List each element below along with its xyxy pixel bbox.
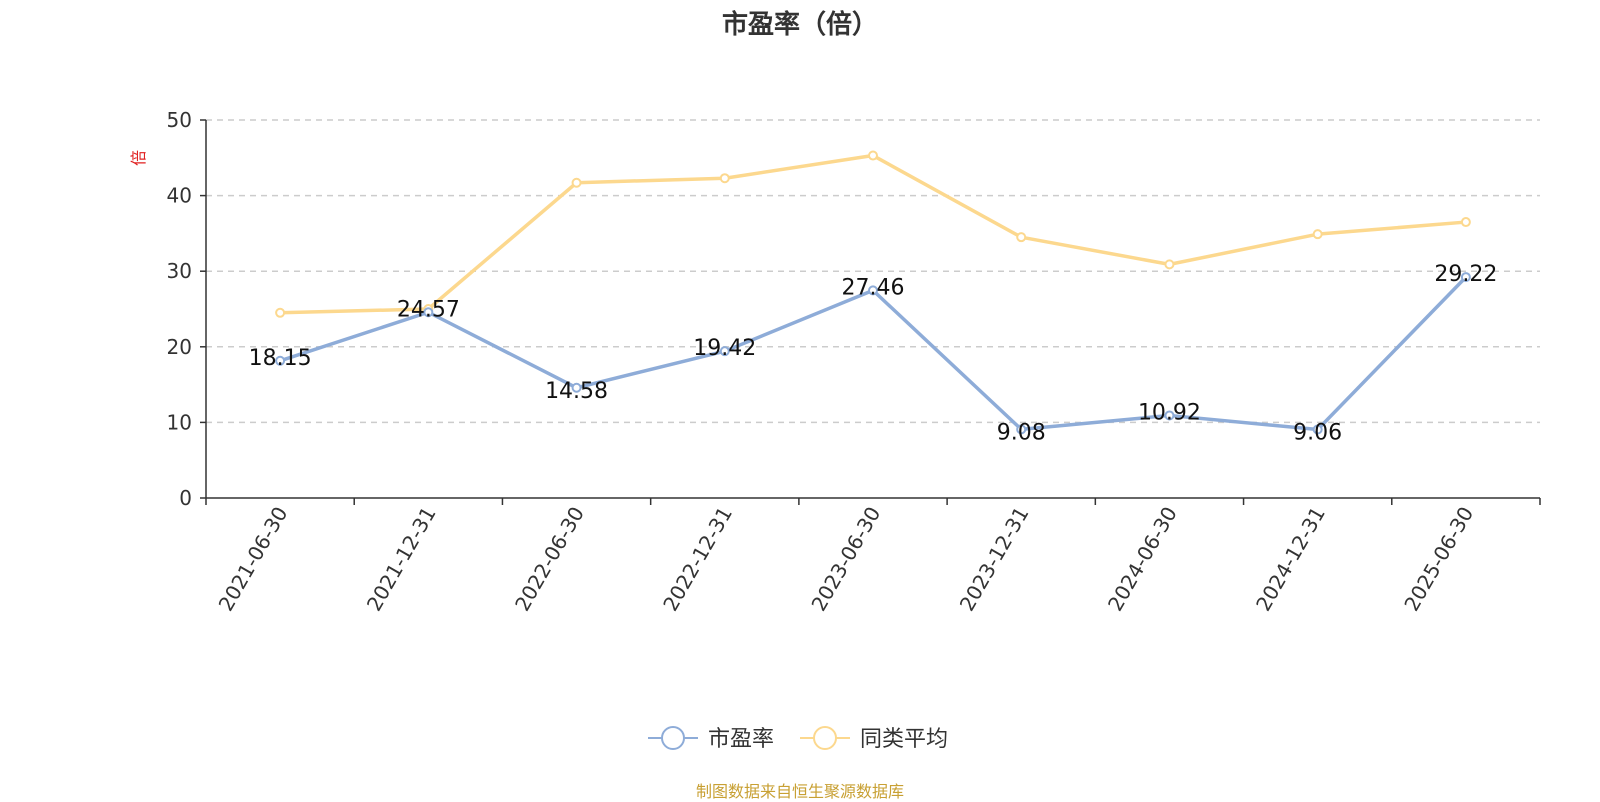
- legend: 市盈率 同类平均: [648, 726, 948, 752]
- data-point: [868, 285, 878, 296]
- data-label: 29.22: [1434, 262, 1497, 287]
- legend-label: 市盈率: [708, 727, 774, 752]
- x-tick-labels: 2021-06-30 2021-12-31 2022-06-30 2022-12-31…: [214, 503, 1479, 616]
- axes: [200, 119, 1541, 505]
- data-label: 27.46: [842, 275, 905, 300]
- x-tick-label: 2021-12-31: [362, 503, 441, 616]
- y-tick-labels: 0 10 20 30 40 50: [167, 108, 192, 510]
- x-tick-label: 2021-06-30: [214, 503, 293, 616]
- data-point: [1016, 232, 1027, 243]
- data-point: [719, 346, 730, 357]
- data-point: [423, 307, 434, 318]
- data-point: [1460, 272, 1471, 283]
- y-tick-label: 0: [179, 486, 192, 510]
- x-tick-label: 2022-12-31: [658, 503, 737, 616]
- legend-marker: [813, 726, 837, 750]
- legend-label: 同类平均: [860, 727, 948, 752]
- data-label: 19.42: [693, 336, 756, 361]
- data-point: [1164, 410, 1175, 421]
- data-point: [275, 307, 286, 318]
- x-tick-label: 2023-06-30: [806, 503, 885, 616]
- y-tick-label: 30: [167, 259, 192, 283]
- data-point: [1312, 229, 1323, 240]
- x-tick-label: 2022-06-30: [510, 503, 589, 616]
- series-group: [275, 150, 1471, 435]
- data-point: [571, 382, 582, 393]
- chart-title: 市盈率（倍）: [721, 10, 878, 40]
- data-label: 24.57: [397, 297, 460, 322]
- data-point: [1312, 424, 1323, 435]
- data-label: 9.06: [1293, 421, 1342, 446]
- data-point: [1164, 259, 1175, 270]
- data-point: [719, 173, 730, 184]
- y-axis-label: 倍: [129, 150, 148, 166]
- x-tick-label: 2024-06-30: [1103, 503, 1182, 616]
- y-tick-label: 20: [167, 335, 192, 359]
- data-labels: 18.15 24.57 14.58 19.42 27.46 9.08 10.92 9.06 29…: [249, 262, 1498, 445]
- y-tick-label: 10: [167, 410, 192, 434]
- data-point: [1016, 424, 1027, 435]
- legend-marker: [661, 726, 685, 750]
- data-label: 10.92: [1138, 400, 1201, 425]
- grid-lines: [206, 119, 1540, 424]
- data-source-note: 制图数据来自恒生聚源数据库: [695, 782, 904, 801]
- y-tick-label: 40: [167, 184, 192, 208]
- data-point: [275, 355, 286, 366]
- data-label: 14.58: [545, 379, 608, 404]
- data-point: [571, 177, 582, 188]
- y-tick-label: 50: [167, 108, 192, 132]
- x-tick-label: 2023-12-31: [955, 503, 1034, 616]
- data-label: 9.08: [997, 420, 1046, 445]
- x-tick-label: 2024-12-31: [1251, 503, 1330, 616]
- data-label: 18.15: [249, 346, 312, 371]
- x-tick-label: 2025-06-30: [1399, 503, 1478, 616]
- data-point: [868, 150, 878, 161]
- data-point: [1460, 217, 1471, 228]
